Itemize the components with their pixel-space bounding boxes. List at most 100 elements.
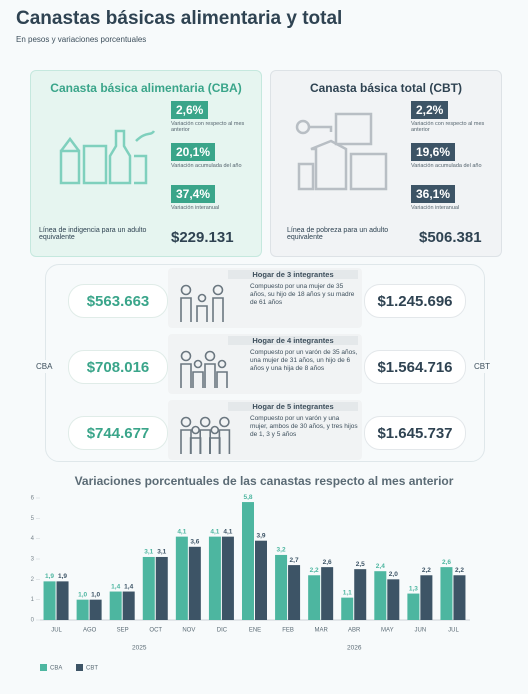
bar-chart: Variaciones porcentuales de las canastas…: [31, 474, 470, 672]
bar: [175, 536, 188, 620]
household-description: Compuesto por un varón y una mujer, ambo…: [250, 415, 358, 438]
year-label: 2026: [347, 645, 362, 652]
cba-line-value: $229.131: [171, 229, 234, 246]
stat-value: 37,4%: [171, 185, 216, 203]
cbt-value: $1.645.737: [364, 416, 466, 450]
bar: [208, 536, 221, 620]
goods-icon: [295, 112, 388, 191]
value-label: 3,1: [144, 549, 153, 556]
value-label: 1,9: [58, 573, 67, 580]
stat: 2,6% Variación con respecto al mes anteri…: [171, 101, 251, 133]
household-card: Hogar de 3 integrantes Compuesto por una …: [168, 268, 362, 328]
cba-card: Canasta básica alimentaria (CBA) 2,6% Var…: [30, 70, 262, 257]
stat-value: 2,2%: [411, 101, 449, 119]
cbt-value: $1.564.716: [364, 350, 466, 384]
bar: [89, 599, 102, 620]
x-tick-label: FEB: [282, 628, 294, 634]
value-label: 1,9: [45, 573, 54, 580]
value-label: 2,6: [442, 559, 451, 566]
value-label: 1,1: [343, 589, 352, 596]
x-tick-label: SEP: [117, 628, 129, 634]
y-tick-label: 5: [31, 516, 35, 522]
value-label: 1,4: [124, 583, 133, 590]
household-title: Hogar de 4 integrantes: [228, 336, 358, 345]
bar: [43, 581, 56, 620]
stat-value: 2,6%: [171, 101, 209, 119]
value-label: 3,2: [277, 547, 286, 554]
value-label: 2,5: [356, 561, 365, 568]
value-label: 2,2: [422, 567, 431, 574]
value-label: 1,3: [409, 585, 418, 592]
household-description: Compuesto por un varón de 35 años, una m…: [250, 349, 358, 372]
value-label: 2,6: [323, 559, 332, 566]
cba-value: $708.016: [68, 350, 168, 384]
y-tick-label: 4: [31, 536, 35, 542]
household-card: Hogar de 5 integrantes Compuesto por un v…: [168, 400, 362, 460]
stat-label: Variación interanual: [171, 205, 220, 211]
x-tick-label: NOV: [182, 628, 195, 634]
bar: [142, 556, 155, 620]
stat-value: 36,1%: [411, 185, 456, 203]
cba-line-label: Línea de indigencia para un adulto equiv…: [39, 227, 147, 241]
stat-label: Variación acumulada del año: [171, 163, 242, 169]
x-tick-label: AGO: [83, 628, 97, 634]
subtitle: En pesos y variaciones porcentuales: [16, 35, 147, 44]
value-label: 1,0: [91, 591, 100, 598]
stat: 36,1% Variación interanual: [411, 185, 491, 211]
x-tick-label: DIC: [217, 628, 228, 634]
stat-value: 20,1%: [171, 143, 216, 161]
household-description: Compuesto por una mujer de 35 años, su h…: [250, 283, 355, 306]
stat-label: Variación con respecto al mes anterior: [171, 121, 245, 133]
cbt-side-label: CBT: [472, 360, 492, 373]
y-tick-label: 1: [31, 597, 35, 603]
x-tick-label: JUL: [448, 628, 459, 634]
value-label: 5,8: [243, 494, 252, 501]
legend-swatch: [40, 664, 47, 671]
family-icon: [180, 284, 224, 322]
stat: 2,2% Variación con respecto al mes anteri…: [411, 101, 491, 133]
value-label: 2,2: [455, 567, 464, 574]
x-tick-label: MAR: [314, 628, 328, 634]
cbt-card: Canasta básica total (CBT) 2,2% Variación…: [270, 70, 502, 257]
value-label: 2,7: [290, 557, 299, 564]
bar: [56, 581, 69, 620]
x-tick-label: JUN: [415, 628, 427, 634]
value-label: 3,9: [256, 532, 265, 539]
y-tick-label: 0: [31, 618, 35, 624]
value-label: 1,0: [78, 591, 87, 598]
x-tick-label: ENE: [249, 628, 261, 634]
cbt-title: Canasta básica total (CBT): [309, 81, 463, 95]
x-tick-label: ABR: [348, 628, 361, 634]
bar: [109, 591, 122, 620]
stat-label: Variación acumulada del año: [411, 163, 482, 169]
x-tick-label: OCT: [149, 628, 162, 634]
cba-side-label: CBA: [34, 360, 55, 373]
cbt-value: $1.245.696: [364, 284, 466, 318]
cba-value: $563.663: [68, 284, 168, 318]
legend-label: CBT: [86, 666, 98, 672]
bar: [288, 565, 301, 620]
value-label: 4,1: [210, 528, 219, 535]
bar: [354, 569, 367, 620]
stat: 19,6% Variación acumulada del año: [411, 143, 491, 169]
value-label: 2,2: [310, 567, 319, 574]
bar: [374, 571, 387, 620]
year-label: 2025: [132, 645, 147, 652]
legend-label: CBA: [50, 666, 62, 672]
stat-value: 19,6%: [411, 143, 456, 161]
stat-label: Variación interanual: [411, 205, 460, 211]
bar: [275, 554, 288, 620]
bar: [440, 567, 453, 620]
household-title: Hogar de 5 integrantes: [228, 402, 358, 411]
household-title: Hogar de 3 integrantes: [228, 270, 358, 279]
bar: [453, 575, 466, 620]
cbt-line-label: Línea de pobreza para un adulto equivale…: [287, 227, 389, 241]
chart-title: Variaciones porcentuales de las canastas…: [75, 474, 454, 488]
value-label: 3,1: [157, 549, 166, 556]
bar: [407, 593, 420, 620]
bar: [387, 579, 400, 620]
y-tick-label: 6: [31, 496, 35, 502]
value-label: 4,1: [177, 528, 186, 535]
y-tick-label: 2: [31, 577, 35, 583]
